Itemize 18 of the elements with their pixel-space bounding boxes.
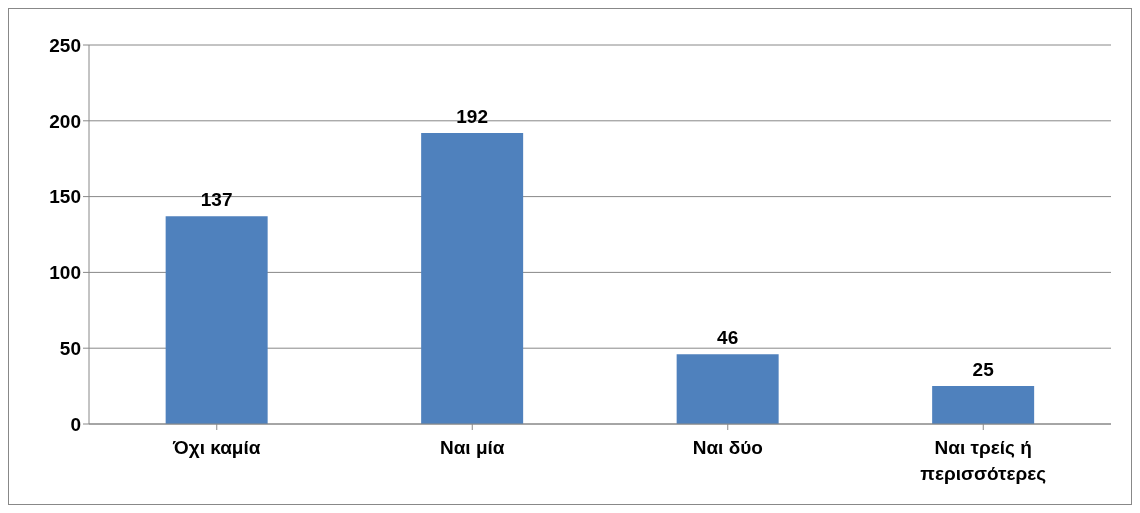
x-tick-label: Όχι καμία xyxy=(172,437,261,458)
y-tick-label: 200 xyxy=(49,110,81,132)
y-tick-label: 0 xyxy=(70,413,81,435)
y-tick-label: 150 xyxy=(49,186,81,208)
bar xyxy=(421,132,524,424)
bar xyxy=(676,354,779,424)
data-label: 137 xyxy=(200,189,233,211)
data-label: 46 xyxy=(717,327,739,349)
y-tick-label: 50 xyxy=(59,337,81,359)
data-label: 25 xyxy=(972,359,995,381)
bar xyxy=(165,216,268,424)
bar xyxy=(932,386,1035,424)
y-tick-label: 250 xyxy=(49,34,81,56)
x-tick-label: Ναι μία xyxy=(439,437,505,458)
data-label: 192 xyxy=(456,105,488,127)
y-tick-label: 100 xyxy=(49,262,81,284)
x-tick-label: Ναι τρείς ή περισσότερες xyxy=(920,437,1047,484)
x-tick-label: Ναι δύο xyxy=(692,437,763,458)
